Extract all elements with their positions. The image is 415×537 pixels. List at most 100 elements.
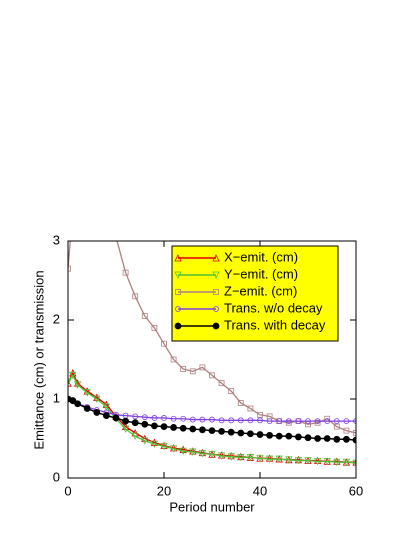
- legend-label: X−emit. (cm): [224, 249, 298, 264]
- marker: [179, 445, 187, 453]
- marker: [212, 254, 220, 262]
- marker: [333, 423, 340, 430]
- marker: [132, 413, 139, 420]
- x-tick-label: 40: [253, 483, 267, 498]
- marker: [189, 416, 196, 423]
- plot-area: [68, 144, 356, 467]
- marker: [294, 457, 303, 465]
- marker: [343, 427, 350, 434]
- marker: [150, 440, 159, 448]
- marker: [294, 433, 302, 441]
- marker: [246, 430, 254, 438]
- marker: [199, 364, 206, 371]
- marker: [257, 417, 263, 424]
- marker: [189, 425, 197, 433]
- marker: [198, 450, 207, 458]
- marker: [85, 144, 90, 149]
- marker: [73, 381, 82, 389]
- marker: [75, 175, 80, 180]
- marker: [160, 442, 168, 451]
- marker: [323, 458, 331, 466]
- marker: [69, 371, 77, 380]
- marker: [247, 417, 254, 424]
- marker: [324, 418, 331, 425]
- marker: [285, 419, 292, 426]
- marker: [314, 435, 322, 442]
- marker: [93, 409, 101, 416]
- marker: [209, 372, 215, 379]
- marker: [265, 455, 274, 463]
- marker: [160, 423, 168, 431]
- marker: [179, 424, 187, 432]
- marker: [305, 421, 311, 428]
- legend-label: Trans. with decay: [224, 317, 326, 332]
- marker: [275, 432, 283, 440]
- marker: [121, 425, 130, 433]
- marker: [151, 324, 158, 331]
- marker: [246, 454, 255, 462]
- marker: [198, 426, 206, 434]
- marker: [104, 199, 109, 204]
- marker: [208, 427, 216, 435]
- marker: [141, 414, 148, 421]
- marker: [314, 418, 321, 425]
- marker: [247, 405, 254, 412]
- marker: [169, 445, 178, 453]
- marker: [141, 420, 149, 428]
- marker: [213, 289, 219, 295]
- marker: [122, 269, 129, 276]
- marker: [180, 366, 187, 372]
- series-line: [68, 241, 356, 434]
- series-line: [68, 371, 356, 463]
- marker: [256, 431, 264, 438]
- marker: [74, 400, 81, 408]
- marker: [313, 458, 322, 466]
- marker: [170, 424, 178, 431]
- marker: [266, 418, 273, 425]
- marker: [227, 453, 235, 461]
- marker: [199, 416, 206, 423]
- y-tick-label: 3: [53, 232, 60, 247]
- marker: [342, 458, 351, 467]
- marker: [83, 405, 91, 412]
- marker: [333, 418, 340, 425]
- marker: [323, 435, 331, 442]
- marker: [352, 436, 356, 444]
- marker: [237, 417, 244, 424]
- marker: [237, 429, 245, 437]
- marker: [68, 378, 72, 386]
- x-axis-label: Period number: [169, 499, 255, 514]
- marker: [170, 356, 177, 363]
- marker: [353, 430, 356, 436]
- marker: [218, 380, 225, 387]
- marker: [161, 340, 167, 347]
- marker: [314, 419, 321, 426]
- axes-frame: [67, 240, 357, 479]
- legend-label: Y−emit. (cm): [224, 266, 298, 281]
- marker: [170, 415, 177, 422]
- marker: [68, 379, 72, 387]
- marker: [304, 457, 312, 465]
- marker: [342, 435, 350, 443]
- marker: [161, 415, 167, 421]
- marker: [227, 428, 235, 436]
- marker: [174, 271, 182, 279]
- marker: [189, 448, 197, 456]
- y-axis-label: Emittance (cm) or transmission: [31, 270, 46, 449]
- marker: [175, 289, 181, 295]
- marker: [275, 455, 283, 463]
- legend-label: Z−emit. (cm): [224, 283, 297, 298]
- marker: [83, 389, 91, 397]
- marker: [141, 313, 148, 319]
- x-tick-label: 60: [349, 483, 363, 498]
- marker: [180, 415, 187, 422]
- marker: [103, 412, 110, 419]
- marker: [174, 322, 182, 330]
- y-tick-label: 1: [53, 390, 60, 405]
- marker: [256, 454, 264, 463]
- marker: [305, 418, 311, 425]
- marker: [285, 418, 292, 425]
- marker: [175, 306, 181, 312]
- marker: [228, 417, 235, 424]
